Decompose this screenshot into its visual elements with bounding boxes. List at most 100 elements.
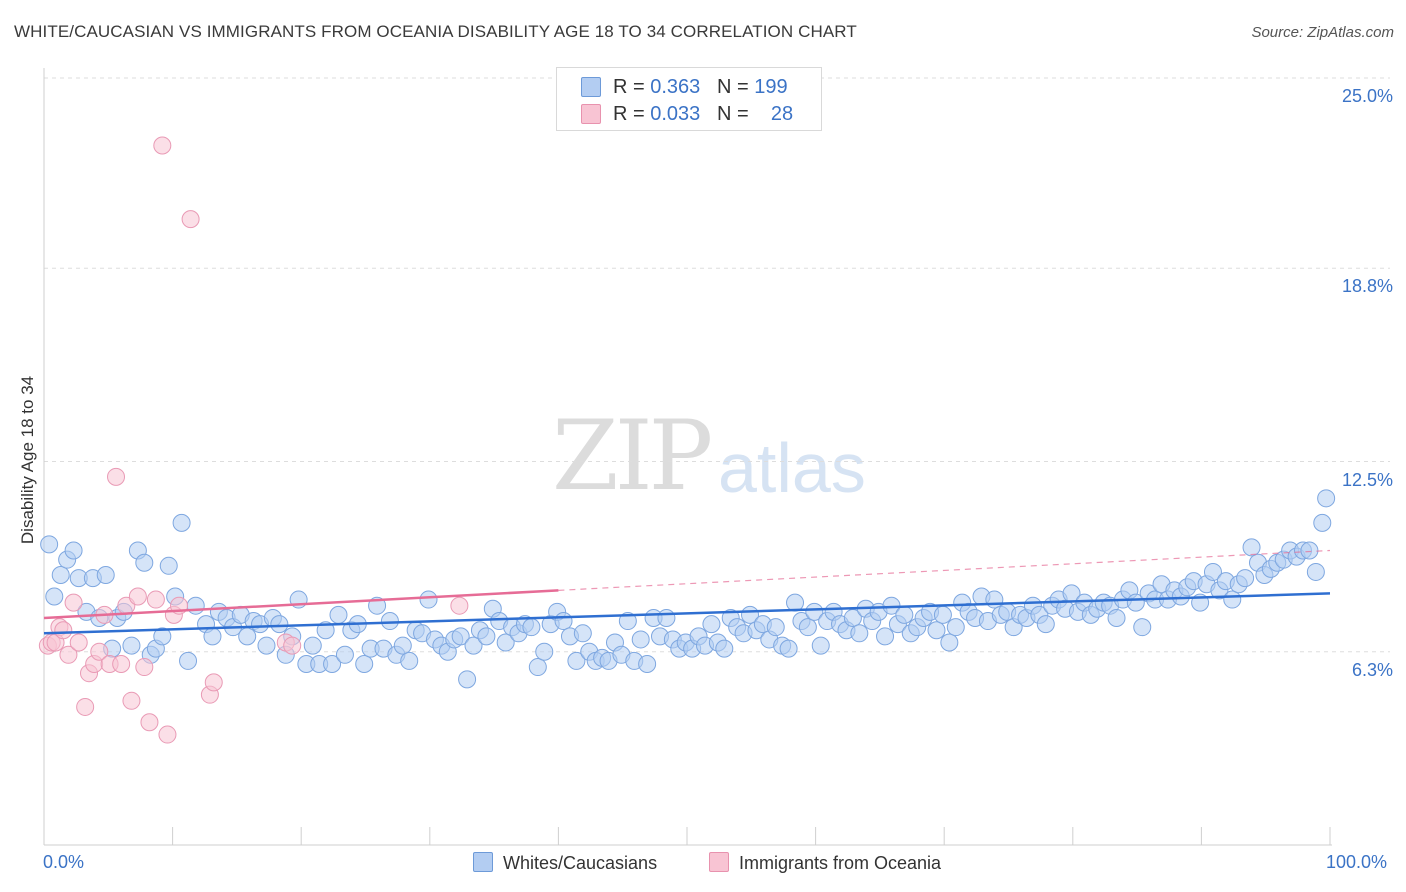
point-whites — [496, 633, 515, 652]
y-tick-label: 6.3% — [1351, 659, 1393, 680]
legend-r-label: R = — [613, 103, 651, 125]
bottom-legend-swatch-pink — [709, 852, 729, 872]
point-whites — [702, 615, 721, 634]
point-whites — [1133, 618, 1152, 637]
point-whites — [522, 618, 541, 637]
trend-line-whites — [43, 592, 1331, 635]
point-whites — [64, 541, 83, 560]
point-whites — [355, 654, 374, 673]
bottom-legend-label: Immigrants from Oceania — [739, 853, 942, 873]
series-whites-points — [40, 489, 1336, 689]
point-whites — [940, 633, 959, 652]
point-whites — [567, 651, 586, 670]
point-whites — [393, 636, 412, 655]
point-whites — [1203, 562, 1222, 581]
point-whites — [1300, 541, 1319, 560]
point-whites — [946, 618, 965, 637]
point-oceania — [450, 596, 469, 615]
point-whites — [303, 636, 322, 655]
point-oceania — [112, 654, 131, 673]
point-whites — [554, 612, 573, 631]
point-whites — [203, 627, 222, 646]
legend-r-value: 0.363 — [650, 76, 701, 98]
x-tick-label-min: 0.0% — [43, 852, 85, 872]
point-oceania — [54, 621, 73, 640]
point-whites — [1313, 513, 1332, 532]
point-whites — [135, 553, 154, 572]
point-whites — [179, 651, 198, 670]
point-whites — [1223, 590, 1242, 609]
legend-r-value: 0.033 — [650, 103, 701, 125]
point-oceania — [140, 713, 159, 732]
point-whites — [270, 615, 289, 634]
point-whites — [464, 636, 483, 655]
point-whites — [451, 627, 470, 646]
point-whites — [419, 590, 438, 609]
point-oceania — [204, 673, 223, 692]
stats-legend: R = 0.363 N = 199 R = 0.033 N = 28 — [556, 67, 822, 131]
y-tick-label: 18.8% — [1341, 276, 1393, 297]
point-whites — [715, 639, 734, 658]
point-oceania — [146, 590, 165, 609]
point-whites — [638, 654, 657, 673]
point-oceania — [135, 658, 154, 677]
legend-n-label: N = — [716, 103, 755, 125]
point-whites — [153, 627, 172, 646]
point-whites — [329, 605, 348, 624]
watermark-zip: ZIP — [552, 400, 713, 512]
point-whites — [122, 636, 141, 655]
point-whites — [51, 566, 70, 585]
point-oceania — [64, 593, 83, 612]
legend-n-value: 28 — [770, 103, 794, 125]
y-tick-label: 12.5% — [1341, 469, 1393, 490]
point-whites — [238, 627, 257, 646]
legend-swatch-blue — [581, 77, 601, 97]
point-whites — [618, 612, 637, 631]
point-whites — [805, 602, 824, 621]
bottom-legend-swatch-blue — [473, 852, 493, 872]
point-whites — [380, 612, 399, 631]
point-whites — [657, 608, 676, 627]
bottom-legend-label: Whites/Caucasians — [503, 853, 658, 873]
bottom-legend-whites: Whites/Caucasians — [473, 852, 657, 874]
trend-line-oceania-extension — [558, 549, 1331, 591]
point-oceania — [59, 645, 78, 664]
point-oceania — [76, 697, 95, 716]
point-whites — [1107, 608, 1126, 627]
point-whites — [1317, 489, 1336, 508]
point-whites — [786, 593, 805, 612]
axes — [43, 68, 1332, 846]
grid-lines — [44, 77, 1390, 653]
point-oceania — [153, 136, 172, 155]
x-tick-label-max: 100.0% — [1326, 852, 1388, 872]
point-whites — [798, 618, 817, 637]
point-whites — [528, 658, 547, 677]
watermark-atlas: atlas — [718, 429, 866, 507]
trend-line-oceania — [43, 589, 559, 620]
point-whites — [335, 645, 354, 664]
point-whites — [1306, 562, 1325, 581]
point-whites — [316, 621, 335, 640]
point-oceania — [69, 633, 88, 652]
point-whites — [1242, 538, 1261, 557]
point-whites — [477, 627, 496, 646]
point-whites — [535, 642, 554, 661]
y-tick-label: 25.0% — [1341, 86, 1393, 106]
point-whites — [45, 587, 64, 606]
point-whites — [1036, 615, 1055, 634]
trend-lines — [43, 549, 1331, 635]
y-axis-label: Disability Age 18 to 34 — [18, 375, 37, 545]
point-whites — [850, 624, 869, 643]
point-whites — [985, 590, 1004, 609]
legend-n-label: N = — [716, 76, 755, 98]
point-oceania — [181, 210, 200, 229]
point-whites — [927, 621, 946, 640]
point-whites — [96, 566, 115, 585]
point-whites — [766, 618, 785, 637]
point-whites — [400, 651, 419, 670]
point-whites — [159, 556, 178, 575]
point-whites — [876, 627, 895, 646]
point-whites — [458, 670, 477, 689]
point-whites — [323, 654, 342, 673]
